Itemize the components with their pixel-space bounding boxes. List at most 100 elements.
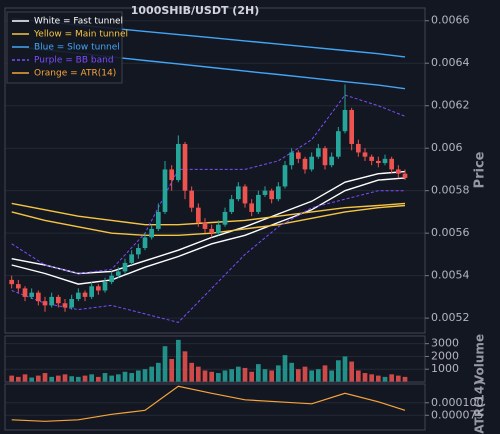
plot-area	[5, 17, 425, 422]
candle-body	[242, 186, 248, 204]
candle-body	[76, 292, 81, 300]
volume-bar	[116, 374, 121, 382]
candle-body	[356, 143, 361, 153]
candle-body	[82, 292, 88, 297]
y-tick-label: 0.0052	[431, 311, 470, 324]
candle-body	[296, 152, 301, 159]
volume-bar	[349, 361, 354, 382]
volume-bar	[189, 362, 194, 382]
volume-bar	[289, 362, 294, 382]
y-tick-label: 0.0056	[431, 226, 470, 239]
volume-axis-title: Volume	[473, 334, 487, 384]
candle-body	[262, 190, 268, 195]
candle-body	[16, 284, 21, 289]
volume-bar	[316, 369, 321, 382]
y-tick-label: 0.0058	[431, 184, 470, 197]
candle-body	[382, 158, 388, 164]
volume-bar	[22, 374, 28, 382]
y-tick-label: 1000	[431, 362, 459, 375]
candle-body	[36, 292, 41, 302]
volume-bar	[389, 374, 394, 382]
candle-body	[96, 286, 101, 291]
candle-body	[349, 109, 354, 144]
candle-body	[402, 173, 408, 178]
volume-bar	[229, 369, 234, 382]
candle-body	[222, 211, 228, 225]
volume-panel-frame	[4, 335, 426, 383]
volume-bar	[49, 376, 54, 382]
candle-body	[169, 169, 174, 181]
overlay-line	[11, 177, 406, 285]
candle-body	[89, 286, 94, 297]
candle-body	[202, 222, 208, 229]
volume-bar	[236, 366, 241, 382]
volume-bar	[36, 375, 41, 382]
candle-body	[122, 262, 128, 272]
candle-body	[129, 254, 134, 263]
volume-bar	[382, 376, 388, 382]
volume-bar	[29, 377, 34, 382]
volume-bar	[222, 370, 228, 382]
candle-body	[109, 275, 114, 283]
volume-bar	[109, 375, 114, 382]
volume-bar	[56, 375, 61, 382]
atr-axis-title: ATR(14)	[473, 380, 487, 433]
y-tick-label: 0.006	[431, 141, 463, 154]
legend-label: Orange = ATR(14)	[34, 69, 116, 79]
candle-body	[249, 203, 254, 212]
y-tick-label: 3000	[431, 337, 459, 350]
candle-body	[376, 160, 381, 164]
volume-bar	[276, 365, 281, 382]
candle-body	[142, 237, 148, 249]
y-tick-label: 0.0054	[431, 269, 470, 282]
price-panel-frame	[4, 7, 426, 334]
y-tick-label: 0.000100	[431, 396, 484, 409]
chart-title: 1000SHIB/USDT (2H)	[131, 4, 259, 17]
volume-bar	[182, 351, 188, 382]
candle-body	[62, 303, 68, 308]
volume-bar	[209, 371, 214, 382]
volume-bar	[202, 370, 208, 382]
candle-body	[276, 186, 281, 200]
overlay-line	[11, 94, 406, 275]
volume-bar	[149, 366, 154, 382]
volume-bar	[9, 375, 14, 382]
volume-bar	[142, 369, 148, 382]
volume-bar	[102, 373, 108, 382]
candle-body	[162, 169, 168, 212]
candle-body	[216, 224, 221, 234]
volume-bar	[89, 374, 94, 382]
candle-body	[176, 143, 181, 181]
volume-bar	[256, 364, 261, 382]
volume-bar	[269, 370, 274, 382]
volume-bar	[362, 373, 368, 382]
volume-bar	[342, 356, 348, 382]
legend-label: Purple = BB band	[34, 56, 114, 66]
volume-bar	[76, 376, 81, 382]
volume-bar	[136, 370, 141, 382]
candle-body	[362, 152, 368, 157]
candle-body	[189, 190, 194, 208]
volume-bar	[176, 339, 181, 382]
candle-body	[369, 156, 374, 161]
volume-bar	[156, 362, 161, 382]
candle-body	[102, 282, 108, 291]
volume-bar	[62, 374, 68, 382]
volume-bar	[336, 360, 341, 382]
candle-body	[116, 271, 121, 276]
candle-body	[229, 199, 234, 212]
volume-bar	[322, 365, 328, 382]
candle-body	[269, 190, 274, 200]
volume-bar	[69, 376, 74, 382]
candle-body	[302, 158, 308, 170]
candle-body	[282, 165, 288, 187]
candle-body	[136, 248, 141, 255]
volume-bar	[262, 369, 268, 382]
volume-bar	[242, 367, 248, 382]
y-tick-label: 0.000075	[431, 408, 484, 421]
y-tick-label: 0.0066	[431, 14, 470, 27]
candle-body	[289, 152, 294, 166]
volume-bar	[396, 375, 401, 382]
candle-body	[256, 194, 261, 212]
candle-body	[236, 186, 241, 200]
